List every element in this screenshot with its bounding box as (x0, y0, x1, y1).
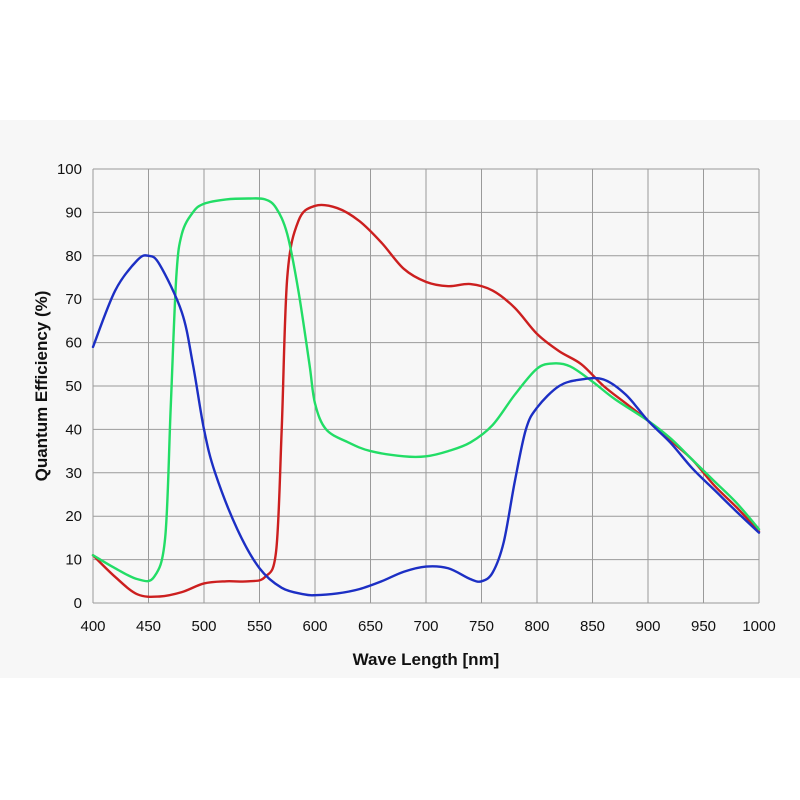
y-tick-label: 40 (65, 421, 82, 438)
x-tick-label: 400 (80, 618, 105, 635)
y-tick-label: 90 (65, 204, 82, 221)
x-tick-label: 900 (635, 618, 660, 635)
tick-labels: 400 450 500 550 600 650 700 750 800 850 900 950 1000… (57, 161, 776, 635)
x-tick-label: 700 (413, 618, 438, 635)
series-lines (91, 197, 761, 599)
grid (92, 168, 760, 604)
chart-panel: 400 450 500 550 600 650 700 750 800 850 900 950 1000… (0, 120, 800, 678)
x-tick-label: 450 (136, 618, 161, 635)
x-tick-label: 750 (469, 618, 494, 635)
y-tick-label: 30 (65, 465, 82, 482)
quantum-efficiency-chart: 400 450 500 550 600 650 700 750 800 850 900 950 1000… (32, 161, 776, 669)
x-tick-label: 800 (524, 618, 549, 635)
x-tick-label: 550 (247, 618, 272, 635)
y-tick-label: 10 (65, 552, 82, 569)
y-tick-label: 60 (65, 335, 82, 352)
x-tick-label: 650 (358, 618, 383, 635)
blue-curve (91, 254, 761, 597)
x-tick-label: 500 (191, 618, 216, 635)
y-tick-label: 50 (65, 378, 82, 395)
red-curve (91, 203, 761, 599)
y-tick-label: 20 (65, 508, 82, 525)
x-tick-label: 600 (302, 618, 327, 635)
y-tick-label: 0 (74, 595, 82, 612)
y-axis-title: Quantum Efficiency (%) (32, 291, 51, 482)
x-tick-label: 850 (580, 618, 605, 635)
green-curve (91, 197, 761, 583)
x-tick-label: 1000 (742, 618, 775, 635)
x-axis-title: Wave Length [nm] (353, 650, 500, 669)
x-tick-label: 950 (691, 618, 716, 635)
y-tick-label: 70 (65, 291, 82, 308)
y-tick-label: 100 (57, 161, 82, 178)
y-tick-label: 80 (65, 248, 82, 265)
